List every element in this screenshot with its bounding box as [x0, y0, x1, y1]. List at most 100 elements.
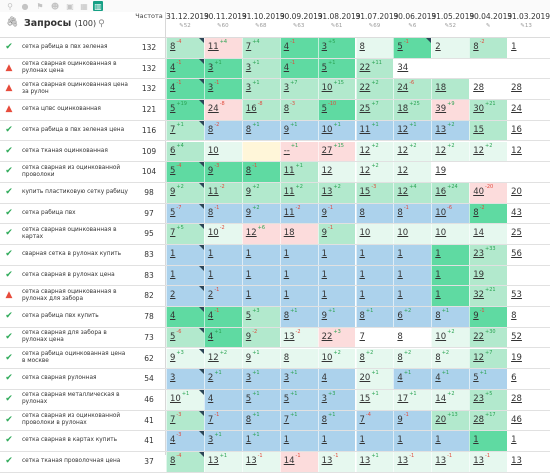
- position-cell[interactable]: 28: [507, 79, 545, 100]
- position-cell[interactable]: 9-1: [393, 410, 432, 431]
- position-cell[interactable]: 12+2: [431, 141, 470, 162]
- position-cell[interactable]: 25+7: [355, 100, 394, 120]
- annotation-icon[interactable]: ✎52: [179, 23, 191, 29]
- query-text[interactable]: сетка сварная для забора в рулонах цена: [22, 330, 107, 344]
- annotation-icon[interactable]: ✎: [485, 23, 491, 29]
- position-cell[interactable]: 13+2: [431, 120, 470, 141]
- position-cell[interactable]: 40-20: [469, 182, 508, 203]
- position-cell[interactable]: 10+2: [431, 327, 470, 348]
- date-column-header[interactable]: 30.11.2019 ✎60: [203, 12, 247, 29]
- position-cell[interactable]: 12+2: [203, 348, 242, 369]
- position-cell[interactable]: 8: [355, 203, 394, 224]
- position-cell[interactable]: 8-2: [469, 203, 508, 224]
- position-cell[interactable]: 19: [507, 348, 545, 369]
- query-text[interactable]: сетка рабица оцинкованная цена в москве: [22, 351, 126, 364]
- position-cell[interactable]: 12+4: [393, 182, 432, 203]
- position-cell[interactable]: 1: [317, 245, 356, 265]
- query-text[interactable]: сетка тканая оцинкованная: [22, 147, 108, 154]
- position-cell[interactable]: 22+30: [469, 327, 508, 348]
- query-text[interactable]: сетка сварная в рулонах цена: [22, 271, 115, 278]
- position-cell[interactable]: 18+25: [393, 100, 432, 120]
- position-cell[interactable]: [469, 58, 508, 79]
- query-text[interactable]: сетка рабица пвх купить: [22, 313, 99, 320]
- annotation-icon[interactable]: ✎13: [520, 23, 532, 29]
- position-cell[interactable]: 39+9: [431, 100, 470, 120]
- grid-icon[interactable]: ▦: [80, 1, 88, 11]
- position-cell[interactable]: 20+13: [431, 410, 470, 431]
- frequency-header[interactable]: Частота: [135, 12, 163, 20]
- position-cell[interactable]: 6: [507, 369, 545, 389]
- position-cell[interactable]: 5-7: [166, 203, 204, 224]
- position-cell[interactable]: 5-10: [317, 100, 356, 120]
- position-cell[interactable]: 1: [166, 265, 204, 286]
- position-cell[interactable]: 24-6: [393, 79, 432, 100]
- position-cell[interactable]: 9-3: [203, 162, 242, 182]
- position-cell[interactable]: 1: [355, 431, 394, 451]
- position-cell[interactable]: 8+1: [241, 120, 280, 141]
- position-cell[interactable]: 46: [507, 410, 545, 431]
- position-cell[interactable]: 4+1: [203, 327, 242, 348]
- position-cell[interactable]: 8-4: [166, 38, 204, 58]
- position-cell[interactable]: 3: [166, 369, 204, 389]
- position-cell[interactable]: 1: [317, 265, 356, 286]
- position-cell[interactable]: 10+1: [317, 120, 356, 141]
- position-cell[interactable]: 2: [431, 38, 470, 58]
- position-cell[interactable]: 9+1: [279, 120, 318, 141]
- position-cell[interactable]: 1: [241, 265, 280, 286]
- pin-icon[interactable]: ⚑: [36, 1, 44, 11]
- date-column-header[interactable]: 31.05.2019 ✎52: [431, 12, 475, 29]
- query-text[interactable]: сетка сварная из оцинкованной проволоки …: [22, 413, 121, 427]
- position-cell[interactable]: 1: [393, 265, 432, 286]
- position-cell[interactable]: 24: [507, 100, 545, 120]
- position-cell[interactable]: 11-2: [279, 203, 318, 224]
- position-cell[interactable]: 23+5: [469, 389, 508, 410]
- position-cell[interactable]: 16+24: [431, 182, 470, 203]
- position-cell[interactable]: 25: [507, 224, 545, 244]
- date-column-header[interactable]: 30.06.2019 ✎6: [393, 12, 437, 29]
- position-cell[interactable]: 9+2: [166, 182, 204, 203]
- position-cell[interactable]: 3+5: [317, 38, 356, 58]
- position-cell[interactable]: 7+1: [166, 120, 204, 141]
- position-cell[interactable]: 5-6: [166, 327, 204, 348]
- position-cell[interactable]: 12: [317, 162, 356, 182]
- position-cell[interactable]: 12+2: [393, 141, 432, 162]
- position-cell[interactable]: 8+1: [355, 307, 394, 327]
- position-cell[interactable]: 10+15: [317, 79, 356, 100]
- position-cell[interactable]: 5-1: [393, 38, 432, 58]
- position-cell[interactable]: --+1: [279, 141, 318, 162]
- position-cell[interactable]: 3+3: [317, 389, 356, 410]
- position-cell[interactable]: 1: [241, 245, 280, 265]
- date-column-header[interactable]: 31.12.2019 ✎52: [166, 12, 209, 29]
- position-cell[interactable]: 8-2: [469, 38, 508, 58]
- position-cell[interactable]: 6+2: [393, 307, 432, 327]
- position-cell[interactable]: 4: [203, 389, 242, 410]
- position-cell[interactable]: 11+4: [203, 38, 242, 58]
- position-cell[interactable]: 5+1: [241, 389, 280, 410]
- position-cell[interactable]: 28: [469, 79, 508, 100]
- query-text[interactable]: сетка сварная рулонная: [22, 375, 97, 382]
- position-cell[interactable]: 8+2: [355, 348, 394, 369]
- annotation-icon[interactable]: ✎6: [408, 23, 417, 29]
- position-cell[interactable]: 10-6: [431, 203, 470, 224]
- position-cell[interactable]: 16: [507, 120, 545, 141]
- position-cell[interactable]: 4+1: [393, 369, 432, 389]
- position-cell[interactable]: 8+1: [317, 410, 356, 431]
- position-cell[interactable]: 5+1: [279, 389, 318, 410]
- position-cell[interactable]: 9+1: [317, 307, 356, 327]
- position-cell[interactable]: 15: [469, 120, 508, 141]
- position-cell[interactable]: 8-1: [241, 162, 280, 182]
- position-cell[interactable]: 16-8: [241, 100, 280, 120]
- position-cell[interactable]: 8+2: [393, 348, 432, 369]
- position-cell[interactable]: 10: [203, 141, 242, 162]
- position-cell[interactable]: [507, 265, 545, 286]
- position-cell[interactable]: 30+21: [469, 100, 508, 120]
- position-cell[interactable]: 28+17: [469, 410, 508, 431]
- position-cell[interactable]: 13-2: [279, 327, 318, 348]
- archive-icon[interactable]: ▣: [66, 1, 74, 11]
- chart-icon[interactable]: ▥: [93, 1, 103, 11]
- paperclip-icon[interactable]: 🖇: [6, 17, 19, 28]
- query-text[interactable]: сетка сварная металлическая в рулонах: [22, 392, 120, 406]
- position-cell[interactable]: 10: [355, 224, 394, 244]
- position-cell[interactable]: 8: [355, 38, 394, 58]
- date-column-header[interactable]: 30.04.2019 ✎: [469, 12, 513, 29]
